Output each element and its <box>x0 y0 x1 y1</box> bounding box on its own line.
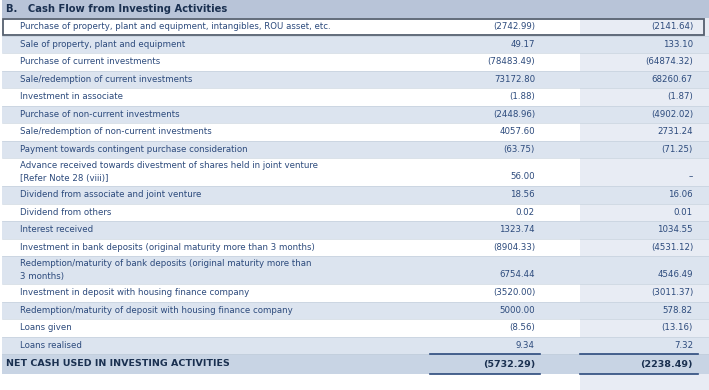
Text: 5000.00: 5000.00 <box>499 306 535 315</box>
Text: 4057.60: 4057.60 <box>499 127 535 136</box>
Text: (71.25): (71.25) <box>661 145 693 154</box>
Text: (1.88): (1.88) <box>509 92 535 101</box>
Text: Purchase of current investments: Purchase of current investments <box>20 57 160 66</box>
Bar <box>580 88 709 106</box>
Text: Payment towards contingent purchase consideration: Payment towards contingent purchase cons… <box>20 145 247 154</box>
Bar <box>2 106 580 123</box>
Text: (2238.49): (2238.49) <box>640 360 693 369</box>
Bar <box>580 284 709 301</box>
Text: Sale of property, plant and equipment: Sale of property, plant and equipment <box>20 40 185 49</box>
Bar <box>2 319 580 337</box>
Bar <box>2 186 580 204</box>
Text: 68260.67: 68260.67 <box>652 75 693 84</box>
Text: 4546.49: 4546.49 <box>657 270 693 279</box>
Bar <box>580 221 709 239</box>
Text: (1.87): (1.87) <box>667 92 693 101</box>
Bar <box>2 284 580 301</box>
Text: 49.17: 49.17 <box>510 40 535 49</box>
Bar <box>2 88 580 106</box>
Text: 56.00: 56.00 <box>510 172 535 181</box>
Text: Investment in bank deposits (original maturity more than 3 months): Investment in bank deposits (original ma… <box>20 243 315 252</box>
Bar <box>580 319 709 337</box>
Text: (2742.99): (2742.99) <box>493 22 535 31</box>
Text: Investment in associate: Investment in associate <box>20 92 123 101</box>
Text: 73172.80: 73172.80 <box>494 75 535 84</box>
Bar <box>580 35 709 53</box>
Bar <box>580 204 709 221</box>
Bar <box>580 256 709 284</box>
Text: Advance received towards divestment of shares held in joint venture: Advance received towards divestment of s… <box>20 161 318 170</box>
Text: Purchase of property, plant and equipment, intangibles, ROU asset, etc.: Purchase of property, plant and equipmen… <box>20 22 330 31</box>
Bar <box>580 123 709 140</box>
Text: Investment in deposit with housing finance company: Investment in deposit with housing finan… <box>20 288 250 297</box>
Bar <box>580 239 709 256</box>
Text: 1323.74: 1323.74 <box>499 225 535 234</box>
Bar <box>2 256 580 284</box>
Text: (64874.32): (64874.32) <box>645 57 693 66</box>
Text: 0.02: 0.02 <box>516 208 535 217</box>
Bar <box>580 158 709 186</box>
Bar <box>2 53 580 71</box>
Text: Purchase of non-current investments: Purchase of non-current investments <box>20 110 179 119</box>
Text: (8.56): (8.56) <box>509 323 535 332</box>
Text: (4531.12): (4531.12) <box>651 243 693 252</box>
Bar <box>2 337 580 354</box>
Text: Dividend from associate and joint venture: Dividend from associate and joint ventur… <box>20 190 201 199</box>
Text: (78483.49): (78483.49) <box>487 57 535 66</box>
Text: NET CASH USED IN INVESTING ACTIVITIES: NET CASH USED IN INVESTING ACTIVITIES <box>6 360 230 369</box>
Bar <box>580 186 709 204</box>
Text: (4902.02): (4902.02) <box>651 110 693 119</box>
Text: 578.82: 578.82 <box>663 306 693 315</box>
Text: (3520.00): (3520.00) <box>493 288 535 297</box>
Bar <box>580 301 709 319</box>
Bar <box>580 106 709 123</box>
Text: 2731.24: 2731.24 <box>657 127 693 136</box>
Text: 0.01: 0.01 <box>674 208 693 217</box>
Bar <box>2 301 580 319</box>
Bar <box>2 204 580 221</box>
Text: Interest received: Interest received <box>20 225 93 234</box>
Text: [Refer Note 28 (viii)]: [Refer Note 28 (viii)] <box>20 174 108 183</box>
Text: (13.16): (13.16) <box>661 323 693 332</box>
Text: B.   Cash Flow from Investing Activities: B. Cash Flow from Investing Activities <box>6 4 228 14</box>
Bar <box>580 71 709 88</box>
Bar <box>2 123 580 140</box>
Text: 16.06: 16.06 <box>669 190 693 199</box>
Text: (2448.96): (2448.96) <box>493 110 535 119</box>
Text: (63.75): (63.75) <box>504 145 535 154</box>
Bar <box>2 71 580 88</box>
Text: Redemption/maturity of deposit with housing finance company: Redemption/maturity of deposit with hous… <box>20 306 293 315</box>
Text: 1034.55: 1034.55 <box>657 225 693 234</box>
Bar <box>2 35 580 53</box>
Text: 9.34: 9.34 <box>516 341 535 350</box>
Text: Loans given: Loans given <box>20 323 72 332</box>
Bar <box>2 158 580 186</box>
Text: 18.56: 18.56 <box>510 190 535 199</box>
Text: (2141.64): (2141.64) <box>651 22 693 31</box>
Bar <box>580 18 709 35</box>
Bar <box>2 18 580 35</box>
Text: Sale/redemption of non-current investments: Sale/redemption of non-current investmen… <box>20 127 212 136</box>
Text: 133.10: 133.10 <box>663 40 693 49</box>
Text: 7.32: 7.32 <box>674 341 693 350</box>
Text: (5732.29): (5732.29) <box>483 360 535 369</box>
Bar <box>580 140 709 158</box>
Bar <box>2 239 580 256</box>
Text: Dividend from others: Dividend from others <box>20 208 111 217</box>
Text: (8904.33): (8904.33) <box>493 243 535 252</box>
Text: Loans realised: Loans realised <box>20 341 82 350</box>
Bar <box>2 0 709 18</box>
Bar <box>580 337 709 354</box>
Bar <box>580 0 709 390</box>
Text: 3 months): 3 months) <box>20 272 64 281</box>
Bar <box>2 221 580 239</box>
Text: Sale/redemption of current investments: Sale/redemption of current investments <box>20 75 192 84</box>
Bar <box>2 140 580 158</box>
Text: –: – <box>688 172 693 181</box>
Text: (3011.37): (3011.37) <box>651 288 693 297</box>
Text: Redemption/maturity of bank deposits (original maturity more than: Redemption/maturity of bank deposits (or… <box>20 259 311 268</box>
Bar <box>580 53 709 71</box>
Text: 6754.44: 6754.44 <box>499 270 535 279</box>
Bar <box>2 354 709 374</box>
